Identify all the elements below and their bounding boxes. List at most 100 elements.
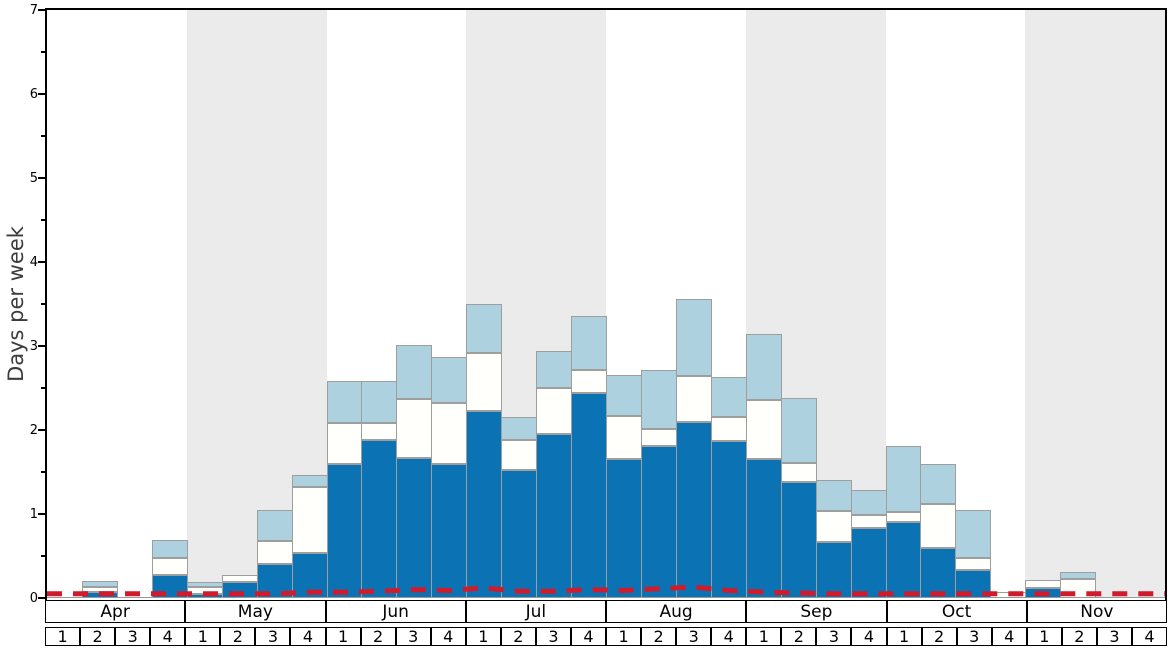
y-tick-label: 0 (29, 591, 38, 606)
plot-frame (45, 8, 1167, 602)
week-number-cell: 4 (150, 627, 186, 646)
y-tick-label: 6 (29, 87, 38, 102)
white-segment (920, 503, 957, 548)
white-segment (291, 487, 328, 553)
white-segment (466, 352, 503, 411)
light-blue-segment (431, 356, 468, 404)
y-major-tick (38, 345, 45, 347)
week-number-cell: 2 (220, 627, 256, 646)
month-label-jul: Jul (465, 600, 606, 623)
y-minor-tick (41, 303, 45, 305)
dark-blue-segment (745, 458, 782, 598)
y-tick-label: 4 (29, 255, 38, 270)
week-number-cell: 4 (991, 627, 1027, 646)
month-label-nov: Nov (1026, 600, 1167, 623)
light-blue-segment (571, 315, 607, 370)
y-minor-tick (41, 387, 45, 389)
week-number-cell: 4 (851, 627, 887, 646)
y-minor-tick (41, 135, 45, 137)
week-number-cell: 4 (430, 627, 466, 646)
y-tick-label: 2 (29, 423, 38, 438)
week-number-cell: 3 (1096, 627, 1132, 646)
light-blue-segment (361, 381, 398, 424)
week-number-cell: 4 (1131, 627, 1167, 646)
light-blue-segment (256, 509, 293, 541)
white-segment (151, 557, 188, 576)
x-axis-months: Apr May Jun Jul Aug Sep Oct Nov (45, 600, 1167, 623)
week-number-cell: 3 (115, 627, 151, 646)
week-number-cell: 4 (711, 627, 747, 646)
y-tick-label: 5 (29, 171, 38, 186)
week-number-cell: 2 (360, 627, 396, 646)
week-number-cell: 1 (606, 627, 642, 646)
week-number-cell: 2 (781, 627, 817, 646)
light-blue-segment (675, 298, 712, 377)
week-number-cell: 3 (535, 627, 571, 646)
y-minor-tick (41, 555, 45, 557)
light-blue-segment (780, 398, 817, 463)
light-blue-segment (466, 304, 503, 353)
week-number-cell: 1 (746, 627, 782, 646)
week-number-cell: 1 (465, 627, 501, 646)
month-label-sep: Sep (746, 600, 887, 623)
week-number-cell: 2 (500, 627, 536, 646)
week-number-cell: 1 (886, 627, 922, 646)
dark-blue-segment (536, 434, 573, 598)
week-number-cell: 3 (255, 627, 291, 646)
week-number-cell: 4 (570, 627, 606, 646)
y-minor-tick (41, 471, 45, 473)
week-number-cell: 2 (80, 627, 116, 646)
y-major-tick (38, 513, 45, 515)
y-major-tick (38, 9, 45, 11)
week-number-cell: 1 (325, 627, 361, 646)
y-major-tick (38, 93, 45, 95)
week-number-cell: 1 (45, 627, 81, 646)
light-blue-segment (1060, 571, 1097, 579)
week-number-cell: 3 (816, 627, 852, 646)
week-number-cell: 3 (956, 627, 992, 646)
dark-blue-segment (396, 457, 433, 598)
light-blue-segment (536, 351, 573, 388)
light-blue-segment (920, 463, 957, 504)
week-number-cell: 2 (641, 627, 677, 646)
light-blue-segment (326, 381, 363, 424)
light-blue-segment (151, 540, 188, 558)
y-major-tick (38, 429, 45, 431)
week-number-cell: 4 (290, 627, 326, 646)
white-segment (780, 462, 817, 483)
light-blue-segment (955, 509, 992, 558)
week-number-cell: 1 (1026, 627, 1062, 646)
light-blue-segment (745, 334, 782, 400)
light-blue-segment (640, 369, 677, 430)
y-minor-tick (41, 51, 45, 53)
white-segment (815, 510, 852, 542)
light-blue-segment (606, 375, 642, 416)
white-segment (396, 398, 433, 458)
week-number-cell: 2 (921, 627, 957, 646)
month-label-may: May (185, 600, 326, 623)
y-tick-label: 3 (29, 339, 38, 354)
y-tick-label: 1 (29, 507, 38, 522)
y-major-tick (38, 177, 45, 179)
plot-area (47, 10, 1165, 598)
y-tick-label: 7 (29, 3, 38, 18)
light-blue-segment (850, 489, 887, 515)
y-major-tick (38, 261, 45, 263)
y-minor-tick (41, 219, 45, 221)
week-number-cell: 2 (1061, 627, 1097, 646)
week-number-cell: 3 (676, 627, 712, 646)
white-segment (955, 557, 992, 571)
month-label-aug: Aug (606, 600, 747, 623)
month-label-jun: Jun (325, 600, 466, 623)
week-number-cell: 3 (395, 627, 431, 646)
week-number-cell: 1 (185, 627, 221, 646)
y-axis-title: Days per week (4, 226, 28, 382)
month-shade-band (1025, 10, 1165, 598)
dark-blue-segment (431, 463, 468, 598)
month-label-oct: Oct (886, 600, 1027, 623)
month-label-apr: Apr (45, 600, 186, 623)
light-blue-segment (815, 480, 852, 511)
zero-baseline (47, 597, 1165, 598)
